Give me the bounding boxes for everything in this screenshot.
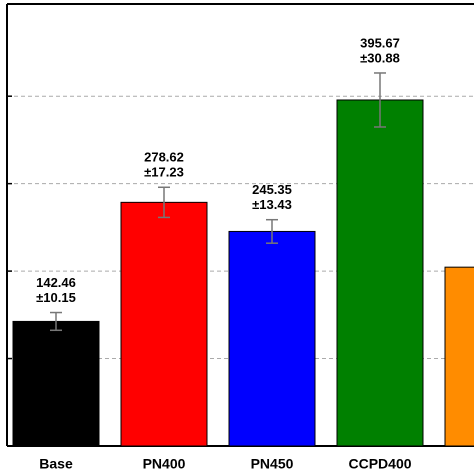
bar <box>120 201 208 447</box>
bar <box>444 266 474 447</box>
x-tick-label: PN400 <box>143 456 186 472</box>
bar <box>228 230 316 447</box>
value-label: 142.46 <box>36 275 76 290</box>
x-tick-label: CCPD400 <box>348 456 411 472</box>
x-tick-label: Base <box>39 456 73 472</box>
value-label: 278.62 <box>144 150 184 165</box>
value-label: 245.35 <box>252 182 292 197</box>
value-label: 395.67 <box>360 35 400 50</box>
bar <box>12 320 100 447</box>
bar <box>336 99 424 447</box>
error-label: ±13.43 <box>252 197 292 212</box>
error-label: ±30.88 <box>360 50 400 65</box>
error-label: ±17.23 <box>144 165 184 180</box>
x-tick-label: PN450 <box>251 456 294 472</box>
error-label: ±10.15 <box>36 290 76 305</box>
